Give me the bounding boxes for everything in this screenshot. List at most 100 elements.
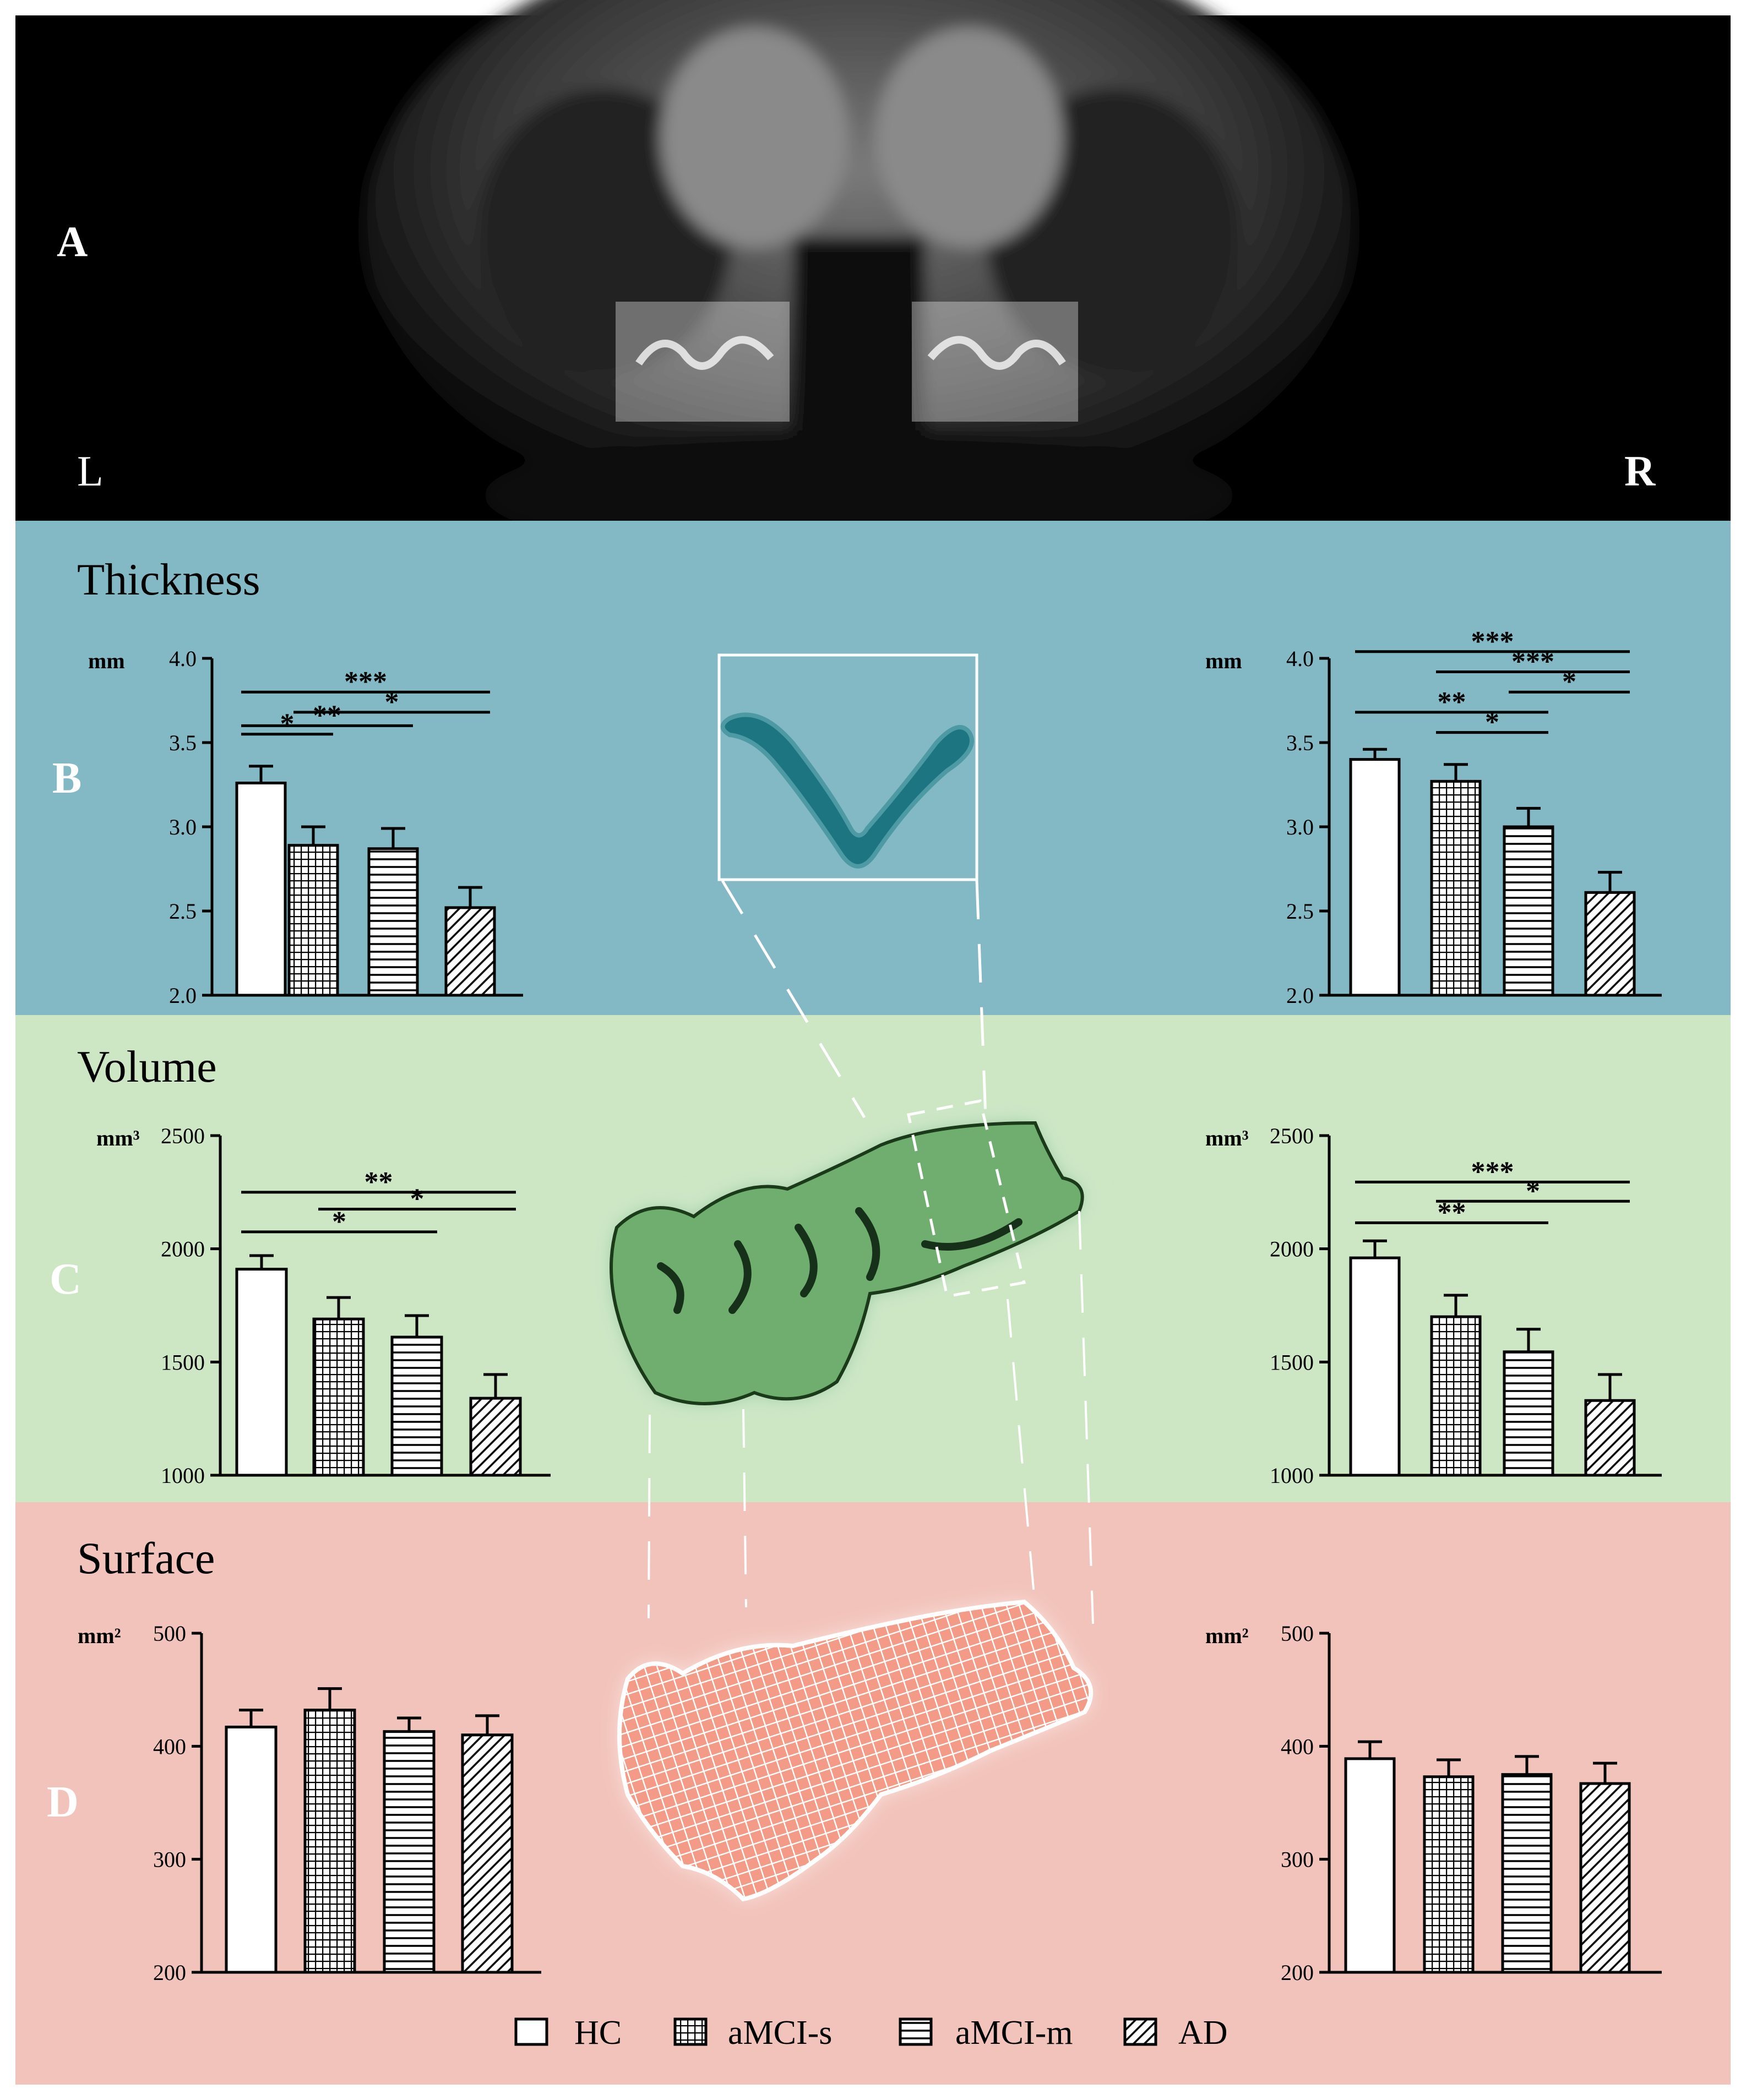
y-unit-label: mm³ [1205,1126,1249,1150]
bar-amci-m [1501,1773,1553,1974]
bar-amci-s [287,844,339,997]
y-tick-label: 4.0 [169,646,197,671]
panel-label-d: D [47,1778,79,1826]
bar-hc [225,1725,278,1974]
hippocampus-surface-mesh [617,1599,1094,1902]
bar-amci-s [1423,1775,1475,1974]
section-title-surface: Surface [77,1533,215,1583]
bar-hc [1349,758,1401,997]
hippocampus-volume-illustration [600,1099,1094,1624]
bar-hc [1344,1757,1396,1974]
legend-swatch-hc [514,2017,548,2046]
bar-amci-m [367,847,419,997]
y-unit-label: mm [88,648,125,673]
bar-amci-m [1503,825,1554,997]
legend-item-hc: HC [514,2014,622,2052]
bar-amci-m [383,1730,436,1974]
y-unit-label: mm² [78,1623,121,1648]
y-tick-label: 400 [1281,1734,1314,1759]
y-tick-label: 3.0 [169,815,197,839]
legend-item-ad: AD [1123,2014,1228,2052]
bar-ad [444,906,496,997]
y-tick-label: 2500 [1270,1123,1314,1148]
chart-thickness-right: mm2.02.53.03.54.0********** [1205,626,1662,1008]
y-unit-label: mm² [1205,1623,1249,1648]
mri-roi-right [912,302,1078,422]
legend-label-hc: HC [574,2014,622,2052]
y-tick-label: 1500 [1270,1350,1314,1374]
y-tick-label: 4.0 [1286,646,1314,671]
chart-surface-right: mm² 200 300 400 500 [1205,1621,1662,1985]
y-tick-label: 300 [153,1847,186,1872]
legend-swatch-ad [1123,2017,1157,2046]
bar-ad [1584,1399,1636,1477]
y-tick-label: 2.0 [1286,983,1314,1008]
bar-ad [461,1733,514,1974]
chart-thickness-left: mm2.02.53.03.54.0* ** **** [88,646,523,1008]
panel-label-c: C [50,1255,81,1303]
section-title-thickness: Thickness [77,554,260,604]
significance-label: *** [1471,1156,1514,1187]
bar-amci-m [1503,1350,1554,1477]
significance-label: *** [1471,626,1514,657]
mri-brain-image [363,0,1355,561]
legend-label-amci-s: aMCI-s [728,2014,832,2052]
panel-label-a: A [57,217,88,265]
legend-item-amci-m: aMCI-m [899,2014,1073,2052]
y-tick-label: 2000 [161,1237,205,1262]
y-tick-label: 2000 [1270,1237,1314,1262]
significance-label: * [280,708,295,740]
bar-hc [235,781,287,997]
hemisphere-label-right: R [1624,447,1656,495]
y-tick-label: 1000 [161,1463,205,1488]
significance-label: *** [344,666,387,697]
y-tick-label: 2.5 [1286,899,1314,924]
significance-label: * [1526,1175,1540,1207]
mri-roi-left [616,302,790,422]
y-unit-label: mm [1205,648,1242,673]
chart-surface-left: mm² 200 300 400 500 [78,1621,541,1985]
y-tick-label: 400 [153,1734,186,1759]
y-tick-label: 500 [1281,1621,1314,1646]
y-tick-label: 300 [1281,1847,1314,1872]
y-tick-label: 3.0 [1286,815,1314,839]
bar-hc [235,1268,288,1477]
legend: HC aMCI-s aMCI-m AD [514,2014,1228,2052]
legend-item-amci-s: aMCI-s [673,2014,832,2052]
bar-amci-s [312,1317,365,1477]
legend-swatch-amci-s [673,2017,708,2046]
y-tick-label: 2500 [161,1123,205,1148]
bar-amci-s [303,1709,356,1974]
legend-swatch-amci-m [899,2017,933,2046]
y-tick-label: 1000 [1270,1463,1314,1488]
mri-panel: A L R [15,0,1731,561]
y-unit-label: mm³ [96,1126,140,1150]
section-title-volume: Volume [77,1041,217,1092]
legend-label-amci-m: aMCI-m [955,2014,1073,2052]
subfield-inset [717,653,987,1119]
y-tick-label: 3.5 [1286,730,1314,755]
panel-label-b: B [52,754,81,803]
bar-hc [1349,1256,1401,1477]
y-tick-label: 500 [153,1621,186,1646]
significance-label: * [410,1183,425,1215]
bar-amci-s [1430,1315,1482,1477]
bar-ad [469,1397,522,1477]
y-tick-label: 2.5 [169,899,197,924]
y-tick-label: 3.5 [169,730,197,755]
y-tick-label: 1500 [161,1350,205,1374]
charts: mm2.02.53.03.54.0* ** ****mm2.02.53.03.54.… [78,626,1662,1985]
significance-label: ** [1438,686,1466,718]
y-tick-label: 200 [1281,1960,1314,1985]
y-tick-label: 2.0 [169,983,197,1008]
bar-amci-m [390,1335,443,1477]
legend-label-ad: AD [1178,2014,1228,2052]
hemisphere-label-left: L [77,447,104,495]
bar-amci-s [1430,779,1482,997]
bar-ad [1584,891,1636,997]
significance-label: ** [365,1166,393,1198]
bar-ad [1579,1782,1631,1974]
